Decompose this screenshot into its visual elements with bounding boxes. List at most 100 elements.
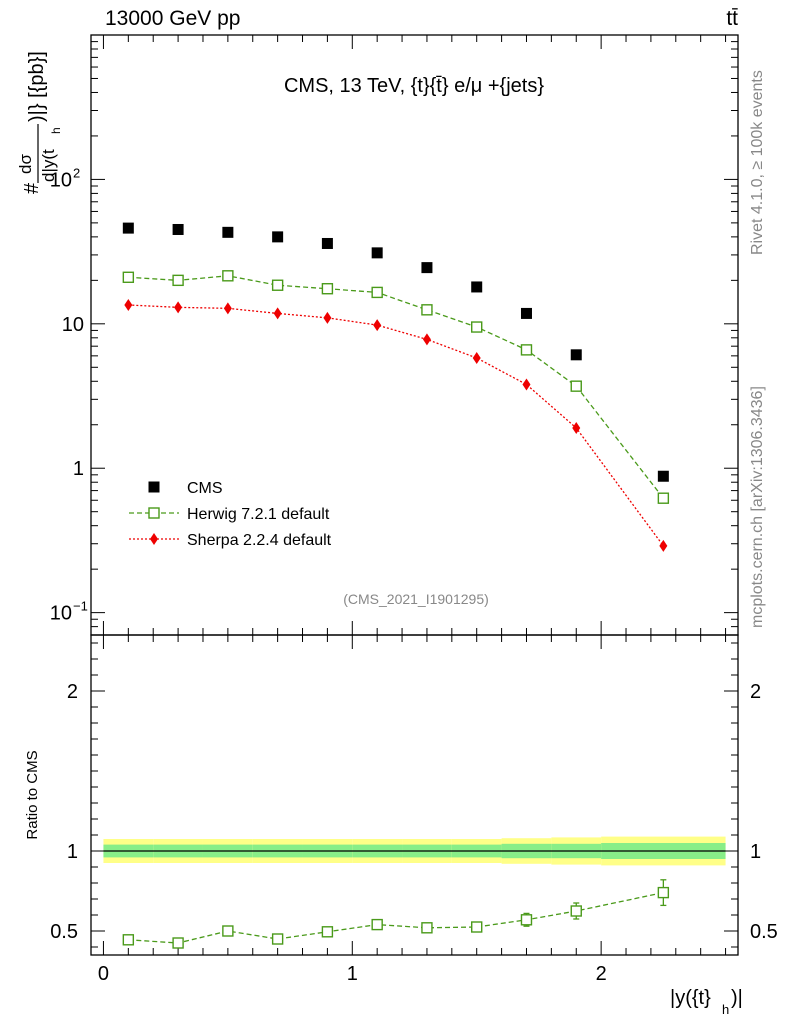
herwig-ratio-point — [222, 925, 234, 937]
cms-point — [272, 231, 284, 243]
herwig-point — [122, 271, 135, 283]
ratio-xtick-labels: 0 1 2 — [98, 963, 607, 985]
herwig-ratio-line — [128, 891, 664, 944]
herwig-point — [321, 283, 334, 295]
cms-point — [421, 262, 433, 274]
sherpa-point — [323, 311, 332, 324]
main-ytick-label-base: 10 — [50, 169, 72, 191]
herwig-point — [222, 270, 234, 282]
main-ytick-label: 10 2 — [50, 165, 80, 191]
herwig-point — [570, 380, 582, 392]
sherpa-point — [572, 421, 581, 434]
main-ytick-label: 1 — [73, 458, 84, 480]
cms-point — [321, 237, 333, 249]
sherpa-point — [373, 319, 382, 332]
main-panel: CMS, 13 TeV, {t}{t̄} e/μ +{jets} (CMS_20… — [16, 34, 739, 636]
ratio-ytick-labels: 0.5 0.5 1 1 2 2 — [50, 681, 778, 943]
sherpa-point — [223, 302, 232, 315]
main-ylabel-prefix: # — [21, 182, 43, 194]
cms-point — [122, 222, 134, 234]
ratio-axis-ticks — [91, 635, 738, 955]
sherpa-point — [124, 298, 133, 311]
legend-label-cms: CMS — [187, 480, 223, 497]
ratio-ytick-label-left: 0.5 — [50, 921, 78, 943]
ratio-ytick-label-left: 2 — [67, 681, 78, 703]
herwig-point — [471, 321, 483, 333]
sherpa-point — [174, 301, 183, 314]
main-ytick-label: 10 — [62, 314, 84, 336]
header-process-label: tt̄ — [726, 7, 738, 30]
mcplots-reference-note: mcplots.cern.ch [arXiv:1306.3436] — [749, 386, 766, 628]
main-ylabel-denominator: d|y(t — [39, 149, 58, 182]
ratio-uncertainty-bands — [103, 836, 726, 866]
herwig-line — [128, 275, 664, 499]
main-ytick-label-base: 1 — [73, 458, 84, 480]
herwig-point — [520, 344, 533, 356]
ratio-xtick-label: 0 — [98, 963, 109, 985]
main-ylabel: # dσ d|y(t h )|} [{pb}] — [16, 51, 63, 194]
ratio-xtick-label: 1 — [347, 963, 358, 985]
main-ylabel-numerator: dσ — [16, 154, 35, 174]
cms-point — [471, 281, 483, 293]
herwig-ratio-point — [520, 914, 533, 926]
main-ytick-label-base: 10 — [50, 603, 72, 625]
rivet-version-note: Rivet 4.1.0, ≥ 100k events — [749, 70, 766, 255]
sherpa-point — [522, 378, 531, 391]
ratio-xlabel-sub: h — [722, 1002, 729, 1017]
herwig-ratio-point — [122, 934, 135, 946]
ratio-xtick-label: 2 — [596, 963, 607, 985]
herwig-ratio-point — [271, 933, 284, 945]
ratio-xlabel-end: )| — [731, 987, 743, 1009]
main-ytick-label: 10 −1 — [50, 599, 88, 625]
main-ytick-label-exponent: 2 — [73, 165, 80, 180]
sherpa-point — [659, 539, 668, 552]
herwig-point — [371, 286, 383, 299]
header-energy-label: 13000 GeV pp — [105, 7, 240, 30]
sherpa-point — [422, 333, 431, 346]
main-axis-ticks — [91, 34, 738, 636]
main-ytick-label-base: 10 — [62, 314, 84, 336]
herwig-ratio-point — [657, 886, 670, 899]
sherpa-point — [273, 307, 282, 320]
ratio-ytick-label-left: 1 — [67, 841, 78, 863]
ratio-ytick-label-right: 1 — [750, 841, 761, 863]
ratio-ylabel: Ratio to CMS — [24, 750, 41, 839]
cms-point — [172, 223, 184, 235]
cms-point — [520, 307, 532, 319]
herwig-ratio-point — [172, 937, 184, 949]
legend-marker-sherpa — [150, 533, 158, 545]
ratio-xlabel-main: |y({t} — [670, 987, 711, 1009]
legend-label-sherpa: Sherpa 2.2.4 default — [187, 532, 332, 549]
legend-label-herwig: Herwig 7.2.1 default — [187, 506, 330, 523]
herwig-ratio-point — [371, 918, 383, 931]
legend-entry-herwig: Herwig 7.2.1 default — [129, 506, 330, 523]
ratio-xlabel: |y({t} h )| — [670, 987, 743, 1017]
herwig-ratio-point — [421, 922, 433, 934]
main-ylabel-suffix: )|} [{pb}] — [26, 51, 48, 122]
legend: CMS Herwig 7.2.1 default Sherpa 2.2.4 defa… — [129, 480, 332, 549]
herwig-point — [271, 279, 284, 291]
herwig-ratio-point — [321, 926, 334, 938]
herwig-point — [657, 492, 670, 504]
herwig-ratio-point — [570, 905, 582, 917]
legend-marker-cms — [148, 481, 160, 493]
ratio-ytick-label-right: 0.5 — [750, 921, 778, 943]
ratio-series-points — [122, 879, 670, 949]
main-series-points — [122, 222, 670, 552]
main-plot-title: CMS, 13 TeV, {t}{t̄} e/μ +{jets} — [284, 75, 544, 97]
herwig-ratio-point — [471, 921, 483, 933]
ratio-plot-frame — [90, 634, 739, 956]
main-ylabel-denominator-sub: h — [49, 127, 63, 134]
herwig-point — [421, 304, 433, 316]
cms-point — [371, 247, 383, 259]
herwig-point — [172, 274, 184, 287]
legend-entry-cms: CMS — [148, 480, 223, 497]
sherpa-point — [472, 351, 481, 364]
analysis-watermark: (CMS_2021_I1901295) — [343, 591, 489, 607]
cms-point — [222, 226, 234, 238]
cms-point — [570, 349, 582, 361]
main-ytick-label-exponent: −1 — [73, 599, 88, 614]
ratio-ytick-label-right: 2 — [750, 681, 761, 703]
